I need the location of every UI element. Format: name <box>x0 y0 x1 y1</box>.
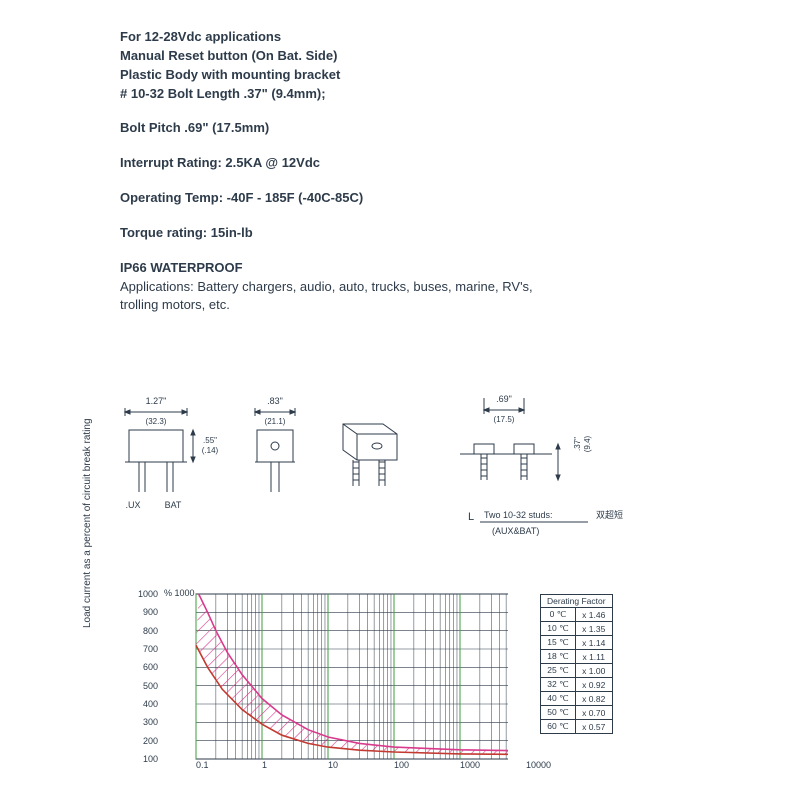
spec-line: Interrupt Rating: 2.5KA @ 12Vdc <box>120 154 800 173</box>
derating-factor: x 1.46 <box>575 608 612 622</box>
derating-factor: x 0.92 <box>575 678 612 692</box>
trip-curve-chart: Load current as a percent of circuit bre… <box>110 590 690 790</box>
drawings-svg: 1.27" (32.3) .55" (.14) .UX BAT .83" (21… <box>120 390 680 550</box>
spec-line: Plastic Body with mounting bracket <box>120 66 800 85</box>
spec-line: # 10-32 Bolt Length .37" (9.4mm); <box>120 85 800 104</box>
y-tick-label: 300 <box>128 717 158 727</box>
derating-header: Derating Factor <box>541 595 613 608</box>
derating-factor: x 0.57 <box>575 720 612 734</box>
svg-text:.55": .55" <box>203 436 217 445</box>
svg-text:BAT: BAT <box>165 500 182 510</box>
x-tick-label: 10000 <box>526 760 551 770</box>
svg-text:(17.5): (17.5) <box>494 415 515 424</box>
derating-factor: x 1.11 <box>575 650 612 664</box>
y-tick-label: 100 <box>128 754 158 764</box>
svg-text:.69": .69" <box>496 394 512 404</box>
svg-text:(32.3): (32.3) <box>146 417 167 426</box>
derating-factor: x 0.82 <box>575 692 612 706</box>
spec-line: trolling motors, etc. <box>120 296 680 315</box>
y-tick-label: 800 <box>128 626 158 636</box>
spec-line: IP66 WATERPROOF <box>120 259 800 278</box>
y-tick-label: 600 <box>128 662 158 672</box>
derating-temp: 0 ℃ <box>541 608 576 622</box>
derating-factor: x 0.70 <box>575 706 612 720</box>
derating-temp: 18 ℃ <box>541 650 576 664</box>
y-tick-label: 200 <box>128 736 158 746</box>
svg-text:Two 10-32 studs:: Two 10-32 studs: <box>484 510 553 520</box>
svg-text:.37": .37" <box>573 437 582 451</box>
y-tick-label: 500 <box>128 681 158 691</box>
spec-line: Operating Temp: -40F - 185F (-40C-85C) <box>120 189 800 208</box>
derating-factor: x 1.14 <box>575 636 612 650</box>
spec-text-block: For 12-28Vdc applications Manual Reset b… <box>120 28 800 315</box>
svg-text:.83": .83" <box>267 396 283 406</box>
svg-text:L: L <box>468 511 474 523</box>
svg-text:(AUX&BAT): (AUX&BAT) <box>492 526 539 536</box>
x-tick-label: 1 <box>262 760 267 770</box>
x-tick-label: 10 <box>328 760 338 770</box>
svg-text:.UX: .UX <box>125 500 140 510</box>
spec-line: Bolt Pitch .69" (17.5mm) <box>120 119 800 138</box>
y-tick-label: 900 <box>128 607 158 617</box>
chart-y-label: Load current as a percent of circuit bre… <box>82 478 93 628</box>
y-tick-label: 700 <box>128 644 158 654</box>
spec-line: For 12-28Vdc applications <box>120 28 800 47</box>
svg-text:(9.4): (9.4) <box>583 435 592 452</box>
derating-temp: 15 ℃ <box>541 636 576 650</box>
derating-factor: x 1.00 <box>575 664 612 678</box>
svg-text:(21.1): (21.1) <box>265 417 286 426</box>
mechanical-drawings: 1.27" (32.3) .55" (.14) .UX BAT .83" (21… <box>120 390 680 550</box>
spec-line: Applications: Battery chargers, audio, a… <box>120 278 680 297</box>
x-tick-label: 1000 <box>460 760 480 770</box>
derating-table: Derating Factor 0 ℃x 1.4610 ℃x 1.3515 ℃x… <box>540 594 613 734</box>
spec-line: Torque rating: 15in-lb <box>120 224 800 243</box>
derating-temp: 50 ℃ <box>541 706 576 720</box>
x-tick-label: 0.1 <box>196 760 209 770</box>
derating-temp: 25 ℃ <box>541 664 576 678</box>
y-tick-label: 1000 <box>128 589 158 599</box>
svg-text:(.14): (.14) <box>202 446 219 455</box>
svg-text:1.27": 1.27" <box>146 396 167 406</box>
chart-svg <box>148 590 508 780</box>
svg-text:双超短: 双超短 <box>596 509 623 520</box>
y-tick-label: 400 <box>128 699 158 709</box>
derating-factor: x 1.35 <box>575 622 612 636</box>
derating-temp: 60 ℃ <box>541 720 576 734</box>
x-tick-label: 100 <box>394 760 409 770</box>
derating-temp: 10 ℃ <box>541 622 576 636</box>
spec-line: Manual Reset button (On Bat. Side) <box>120 47 800 66</box>
derating-temp: 32 ℃ <box>541 678 576 692</box>
derating-temp: 40 ℃ <box>541 692 576 706</box>
